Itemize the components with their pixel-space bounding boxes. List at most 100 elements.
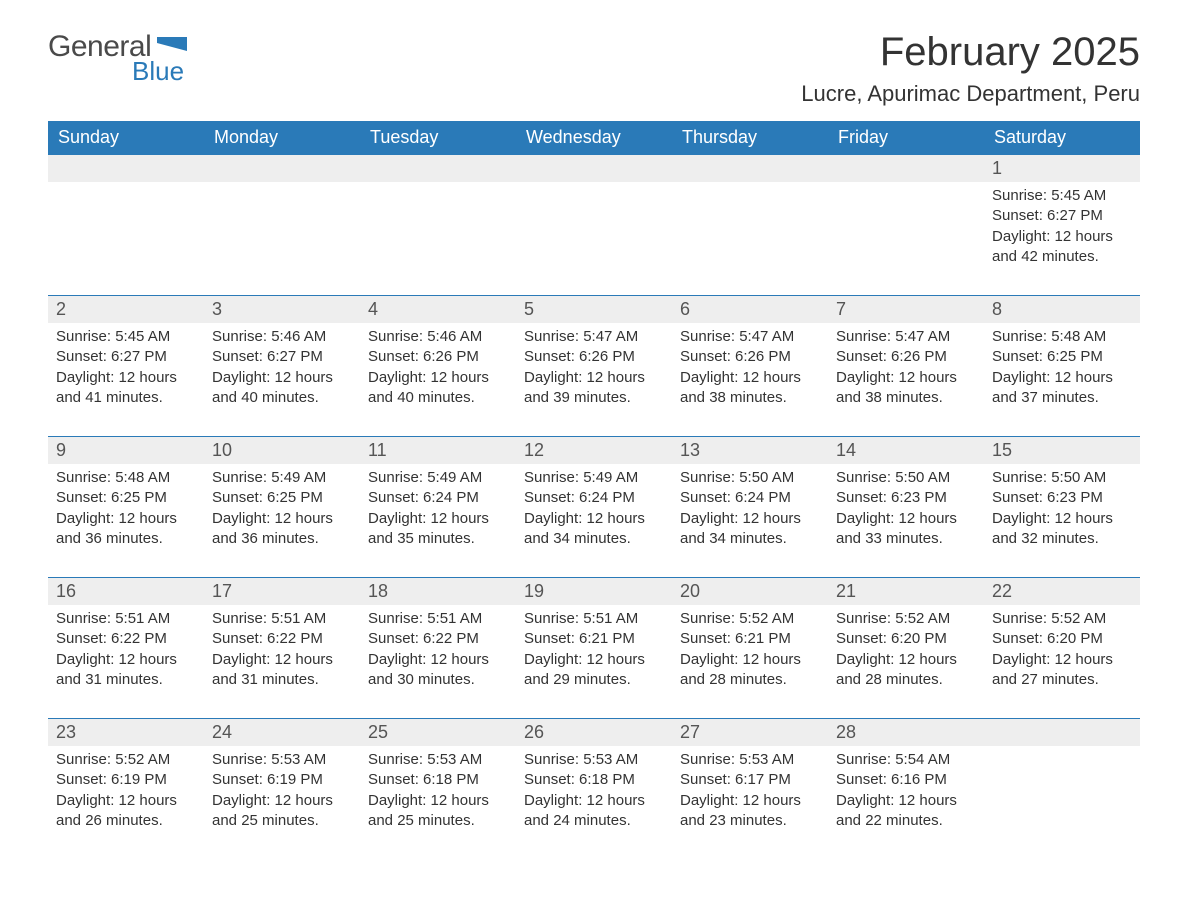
sunset-text: Sunset: 6:23 PM — [992, 488, 1132, 508]
day-cell-num: 14 — [828, 437, 984, 465]
day-cell-content: Sunrise: 5:47 AMSunset: 6:26 PMDaylight:… — [672, 323, 828, 437]
daylight-text: Daylight: 12 hours and 31 minutes. — [56, 650, 196, 691]
day-cell-content: Sunrise: 5:53 AMSunset: 6:18 PMDaylight:… — [516, 746, 672, 859]
day-cell-content: Sunrise: 5:50 AMSunset: 6:23 PMDaylight:… — [828, 464, 984, 578]
sunset-text: Sunset: 6:22 PM — [56, 629, 196, 649]
day-content: Sunrise: 5:52 AMSunset: 6:20 PMDaylight:… — [828, 605, 984, 718]
day-number: 13 — [672, 437, 828, 464]
day-cell-num: 21 — [828, 578, 984, 606]
day-number: 23 — [48, 719, 204, 746]
day-content: Sunrise: 5:53 AMSunset: 6:19 PMDaylight:… — [204, 746, 360, 859]
sunset-text: Sunset: 6:25 PM — [212, 488, 352, 508]
day-content: Sunrise: 5:50 AMSunset: 6:23 PMDaylight:… — [828, 464, 984, 577]
day-cell-num: 22 — [984, 578, 1140, 606]
day-cell-content: Sunrise: 5:46 AMSunset: 6:26 PMDaylight:… — [360, 323, 516, 437]
day-empty — [516, 182, 672, 292]
day-content: Sunrise: 5:50 AMSunset: 6:24 PMDaylight:… — [672, 464, 828, 577]
sunset-text: Sunset: 6:27 PM — [992, 206, 1132, 226]
daylight-text: Daylight: 12 hours and 36 minutes. — [212, 509, 352, 550]
day-number: 16 — [48, 578, 204, 605]
day-content: Sunrise: 5:51 AMSunset: 6:22 PMDaylight:… — [204, 605, 360, 718]
day-cell-content — [516, 182, 672, 296]
day-cell-num: 11 — [360, 437, 516, 465]
daynum-row: 16171819202122 — [48, 578, 1140, 606]
day-number: 2 — [48, 296, 204, 323]
sunrise-text: Sunrise: 5:51 AM — [56, 609, 196, 629]
day-number: 12 — [516, 437, 672, 464]
day-cell-content: Sunrise: 5:52 AMSunset: 6:20 PMDaylight:… — [828, 605, 984, 719]
sunset-text: Sunset: 6:16 PM — [836, 770, 976, 790]
day-cell-content: Sunrise: 5:50 AMSunset: 6:24 PMDaylight:… — [672, 464, 828, 578]
day-content: Sunrise: 5:53 AMSunset: 6:17 PMDaylight:… — [672, 746, 828, 859]
day-cell-content: Sunrise: 5:51 AMSunset: 6:22 PMDaylight:… — [360, 605, 516, 719]
daylight-text: Daylight: 12 hours and 23 minutes. — [680, 791, 820, 832]
daynum-row: 1 — [48, 155, 1140, 183]
sunrise-text: Sunrise: 5:46 AM — [368, 327, 508, 347]
daylight-text: Daylight: 12 hours and 42 minutes. — [992, 227, 1132, 268]
day-number: 15 — [984, 437, 1140, 464]
daylight-text: Daylight: 12 hours and 30 minutes. — [368, 650, 508, 691]
day-cell-content: Sunrise: 5:52 AMSunset: 6:21 PMDaylight:… — [672, 605, 828, 719]
day-cell-content: Sunrise: 5:45 AMSunset: 6:27 PMDaylight:… — [984, 182, 1140, 296]
weekday-header: Tuesday — [360, 121, 516, 155]
sunset-text: Sunset: 6:26 PM — [680, 347, 820, 367]
day-empty — [204, 182, 360, 292]
day-cell-content: Sunrise: 5:50 AMSunset: 6:23 PMDaylight:… — [984, 464, 1140, 578]
day-number: 20 — [672, 578, 828, 605]
sunrise-text: Sunrise: 5:45 AM — [56, 327, 196, 347]
day-empty — [360, 182, 516, 292]
daylight-text: Daylight: 12 hours and 34 minutes. — [524, 509, 664, 550]
day-cell-content — [204, 182, 360, 296]
header: General Blue February 2025 Lucre, Apurim… — [48, 30, 1140, 107]
sunset-text: Sunset: 6:26 PM — [524, 347, 664, 367]
day-number: 10 — [204, 437, 360, 464]
day-empty — [828, 182, 984, 292]
daylight-text: Daylight: 12 hours and 31 minutes. — [212, 650, 352, 691]
day-cell-num: 16 — [48, 578, 204, 606]
sunset-text: Sunset: 6:27 PM — [212, 347, 352, 367]
sunrise-text: Sunrise: 5:49 AM — [212, 468, 352, 488]
day-content-row: Sunrise: 5:45 AM Sunset: 6:27 PM Daylight:… — [48, 323, 1140, 437]
day-cell-content: Sunrise: 5:51 AMSunset: 6:21 PMDaylight:… — [516, 605, 672, 719]
day-cell-content — [828, 182, 984, 296]
day-content: Sunrise: 5:51 AMSunset: 6:22 PMDaylight:… — [48, 605, 204, 718]
sunset-text: Sunset: 6:18 PM — [524, 770, 664, 790]
flag-icon — [157, 37, 187, 57]
sunrise-text: Sunrise: 5:52 AM — [992, 609, 1132, 629]
day-empty — [48, 182, 204, 292]
sunrise-text: Sunrise: 5:47 AM — [836, 327, 976, 347]
day-cell-num: 6 — [672, 296, 828, 324]
weekday-header: Saturday — [984, 121, 1140, 155]
location: Lucre, Apurimac Department, Peru — [801, 81, 1140, 107]
day-number: 17 — [204, 578, 360, 605]
sunset-text: Sunset: 6:26 PM — [836, 347, 976, 367]
day-cell-num: 15 — [984, 437, 1140, 465]
day-cell-content: Sunrise: 5:47 AMSunset: 6:26 PMDaylight:… — [828, 323, 984, 437]
day-content: Sunrise: 5:52 AMSunset: 6:20 PMDaylight:… — [984, 605, 1140, 718]
day-content: Sunrise: 5:45 AMSunset: 6:27 PMDaylight:… — [48, 323, 204, 436]
day-cell-content — [360, 182, 516, 296]
sunrise-text: Sunrise: 5:48 AM — [992, 327, 1132, 347]
daylight-text: Daylight: 12 hours and 34 minutes. — [680, 509, 820, 550]
day-number: 5 — [516, 296, 672, 323]
sunset-text: Sunset: 6:23 PM — [836, 488, 976, 508]
day-cell-content: Sunrise: 5:51 AMSunset: 6:22 PMDaylight:… — [48, 605, 204, 719]
day-cell-num: 20 — [672, 578, 828, 606]
day-cell-num: 8 — [984, 296, 1140, 324]
day-cell-content: Sunrise: 5:48 AMSunset: 6:25 PMDaylight:… — [984, 323, 1140, 437]
day-number: 1 — [984, 155, 1140, 182]
day-cell-content: Sunrise: 5:52 AMSunset: 6:20 PMDaylight:… — [984, 605, 1140, 719]
sunset-text: Sunset: 6:19 PM — [56, 770, 196, 790]
sunrise-text: Sunrise: 5:51 AM — [524, 609, 664, 629]
month-title: February 2025 — [801, 30, 1140, 75]
weekday-header: Sunday — [48, 121, 204, 155]
day-number: 27 — [672, 719, 828, 746]
sunrise-text: Sunrise: 5:47 AM — [680, 327, 820, 347]
day-number: 28 — [828, 719, 984, 746]
daylight-text: Daylight: 12 hours and 38 minutes. — [680, 368, 820, 409]
daylight-text: Daylight: 12 hours and 41 minutes. — [56, 368, 196, 409]
day-cell-num: 2 — [48, 296, 204, 324]
daynum-row: 232425262728 — [48, 719, 1140, 747]
day-empty — [672, 182, 828, 292]
day-cell-num — [48, 155, 204, 183]
